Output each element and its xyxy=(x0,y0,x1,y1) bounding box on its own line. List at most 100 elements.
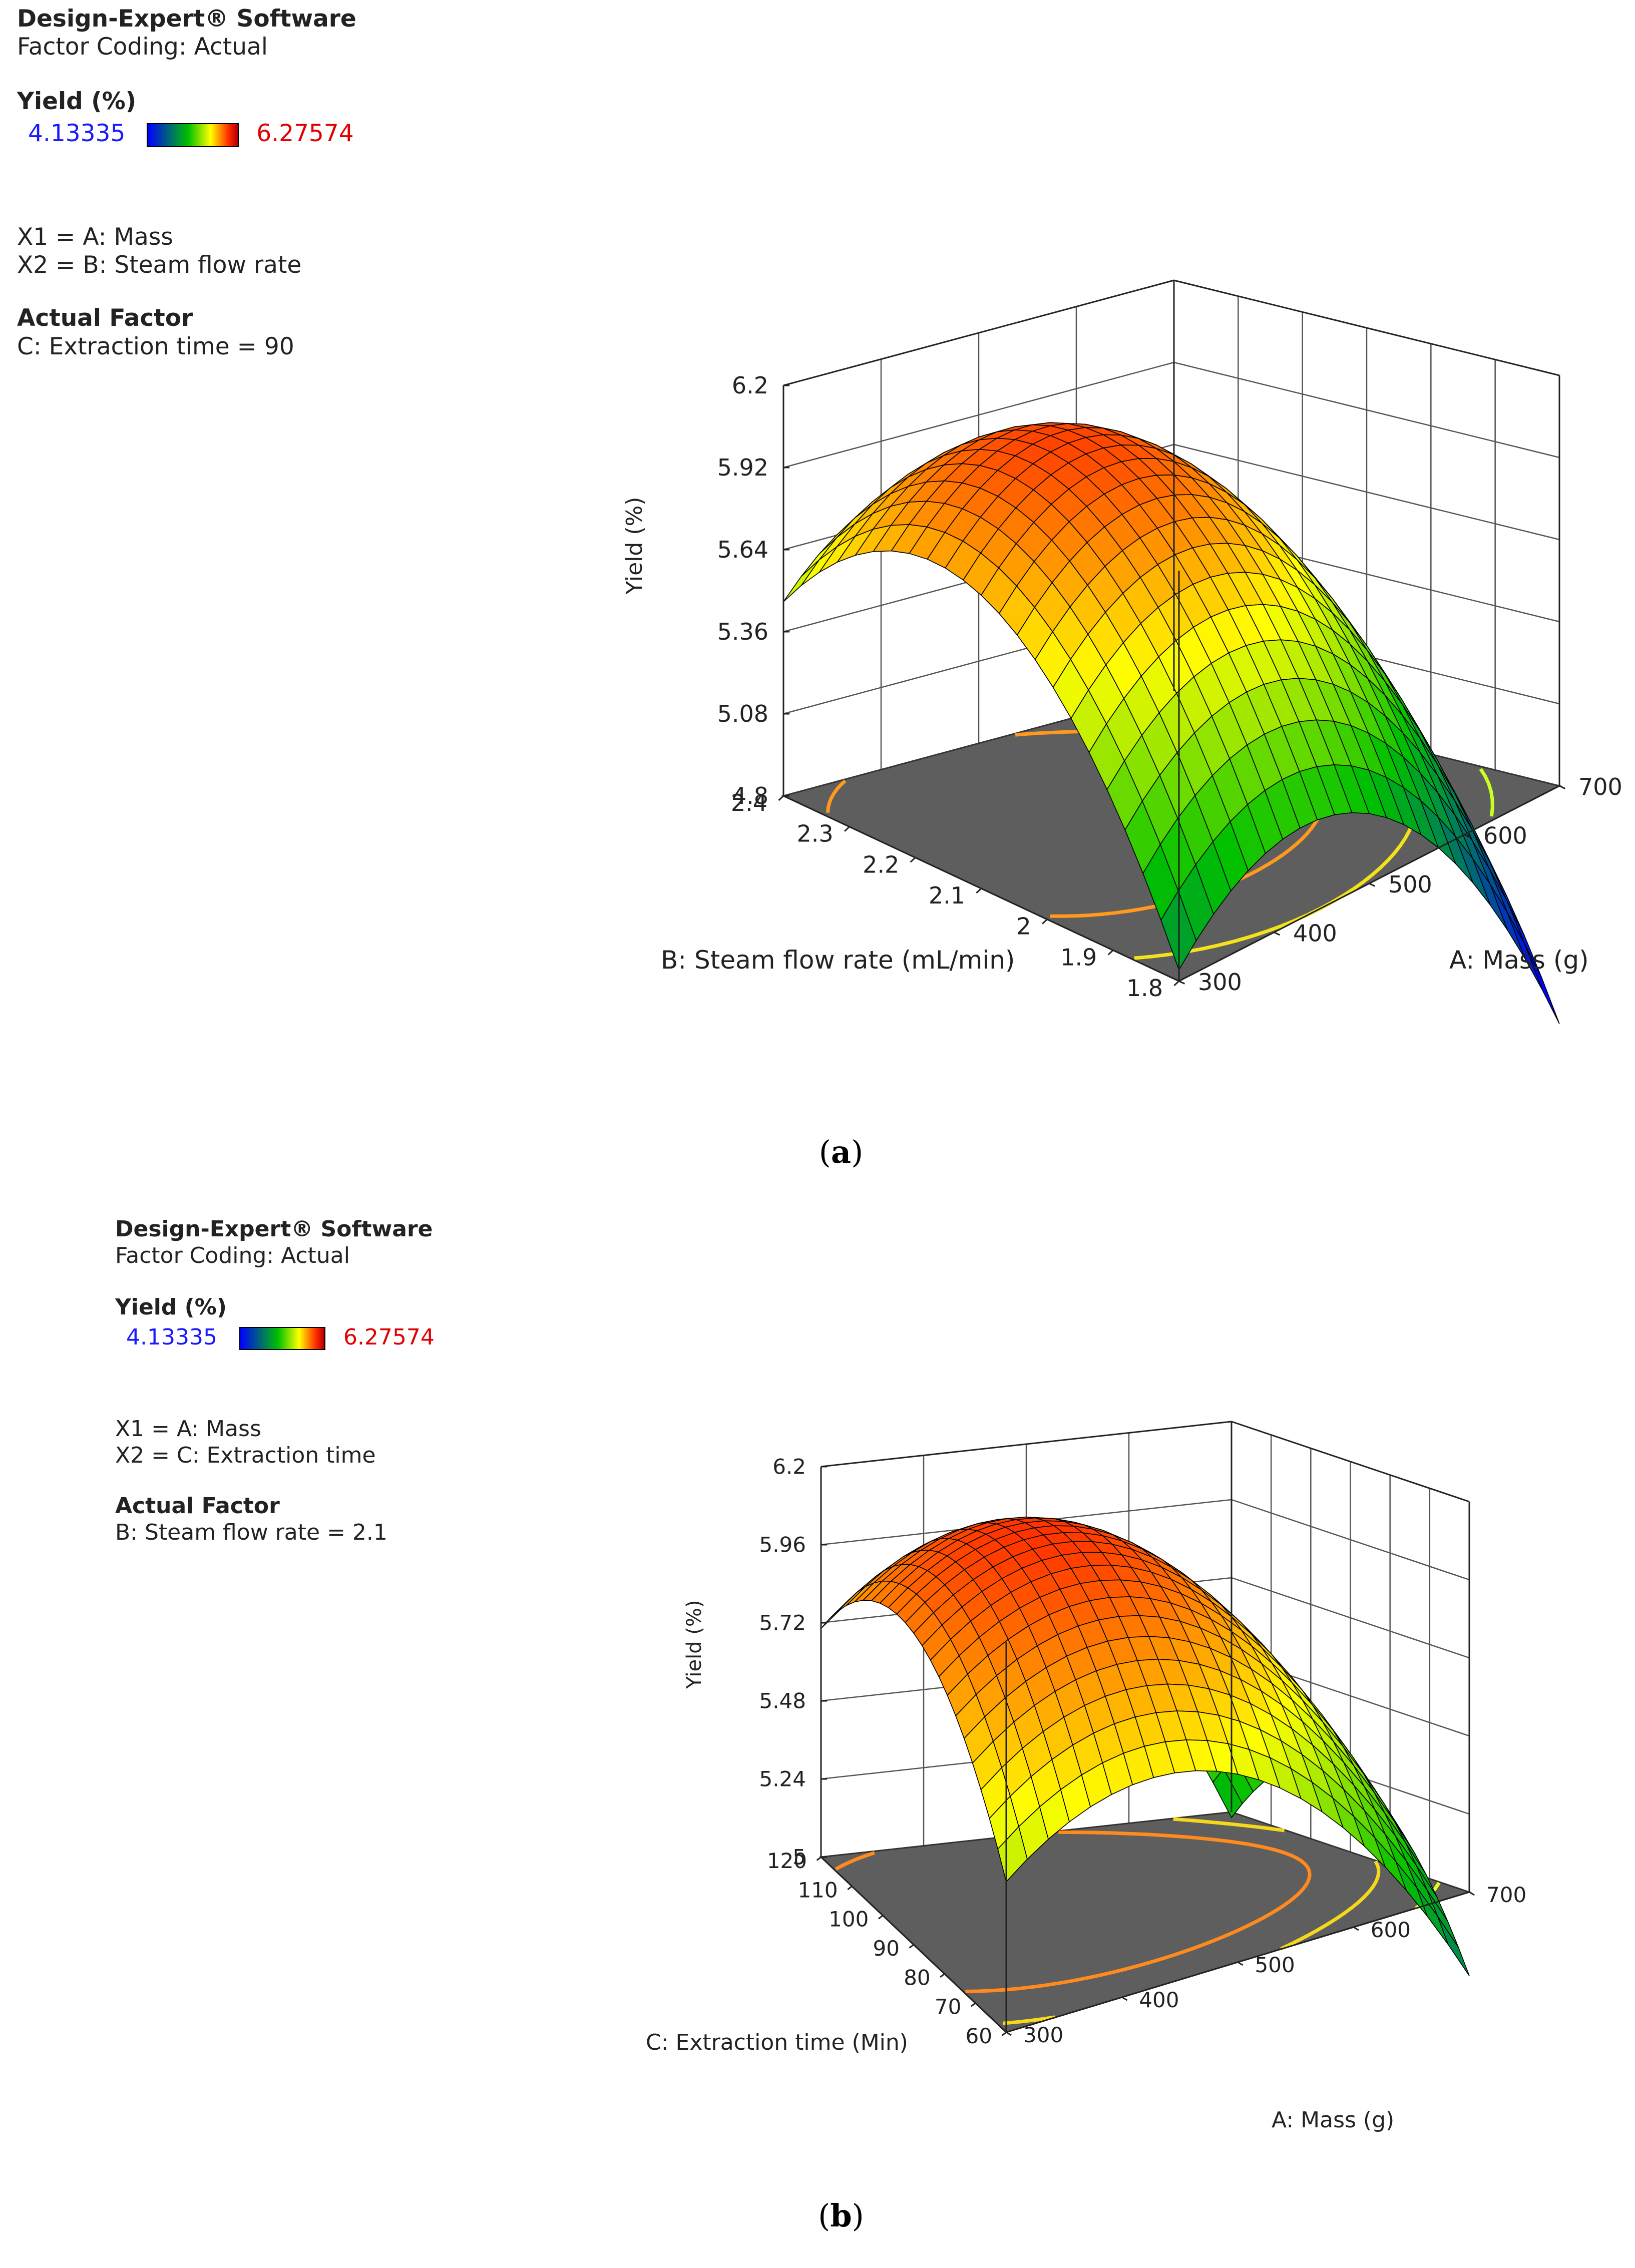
surface-cell xyxy=(997,1826,1028,1883)
x-tick-mark xyxy=(1469,1891,1475,1896)
z-tick-label: 5.48 xyxy=(759,1689,806,1713)
x-tick-mark xyxy=(1353,1926,1359,1931)
z-tick-label: 5.92 xyxy=(717,454,768,481)
z-tick-label: 4.8 xyxy=(732,782,768,809)
colorbar xyxy=(147,123,239,147)
surface-plot-b: 5 5.24 5.48 5.72 5.96 6.2 300 400 500 600 700 60708… xyxy=(646,1421,1526,2133)
actual-factor-value: B: Steam flow rate = 2.1 xyxy=(115,1519,387,1545)
z-tick-label: 5.24 xyxy=(759,1767,806,1791)
contour-line xyxy=(1173,1817,1285,1833)
y-tick-label: 110 xyxy=(797,1878,838,1902)
z-axis-label: Yield (%) xyxy=(683,1600,706,1689)
y-tick-mark xyxy=(844,826,850,832)
y-tick-mark xyxy=(940,1973,945,1978)
y-tick-mark xyxy=(1173,980,1180,987)
colorbar xyxy=(239,1327,325,1350)
surface-cell xyxy=(783,560,820,602)
y-tick-mark xyxy=(976,887,982,894)
y-axis-label: B: Steam flow rate (mL/min) xyxy=(661,946,1015,975)
x-tick-mark xyxy=(1006,2031,1012,2036)
x-axis-label: A: Mass (g) xyxy=(1272,2107,1394,2133)
y-tick-mark xyxy=(909,1944,914,1949)
response-label: Yield (%) xyxy=(115,1294,227,1320)
factor-coding-label: Factor Coding: Actual xyxy=(17,33,268,61)
box-edge xyxy=(1173,279,1560,376)
z-tick-label: 5 xyxy=(792,1845,806,1870)
y-tick-label: 70 xyxy=(935,1995,961,2019)
x-tick-label: 500 xyxy=(1388,871,1432,898)
software-label: Design-Expert® Software xyxy=(115,1216,433,1242)
y-tick-mark xyxy=(1107,950,1114,956)
response-surface xyxy=(821,1516,1470,1976)
range-min: 4.13335 xyxy=(28,120,126,148)
z-tick-label: 5.72 xyxy=(759,1611,806,1635)
x-tick-label: 400 xyxy=(1293,920,1337,947)
z-tick-label: 5.08 xyxy=(717,700,768,727)
x-tick-mark xyxy=(1274,932,1281,936)
surface-cell xyxy=(801,546,838,586)
y-tick-label: 2.4 xyxy=(731,789,767,816)
range-min: 4.13335 xyxy=(126,1324,217,1350)
y-tick-mark xyxy=(1042,919,1048,925)
caption-letter: b xyxy=(830,2197,852,2234)
actual-factor-title: Actual Factor xyxy=(115,1493,280,1519)
caption-letter: a xyxy=(831,1134,852,1170)
axis-ticks: 4.8 5.08 5.36 5.64 5.92 6.2 300 400 500 600 700 1.8… xyxy=(717,372,1622,1002)
surface-plot-a: 4.8 5.08 5.36 5.64 5.92 6.2 300 400 500 600 700 1.8… xyxy=(622,279,1622,1024)
y-tick-label: 2.2 xyxy=(863,851,899,878)
y-tick-mark xyxy=(816,1856,822,1861)
y-tick-label: 80 xyxy=(904,1965,930,1990)
legend-b: Design-Expert® Software Factor Coding: A… xyxy=(115,1216,435,1546)
x-tick-mark xyxy=(1464,834,1471,838)
y-tick-label: 1.8 xyxy=(1126,975,1163,1002)
x1-label: X1 = A: Mass xyxy=(17,223,173,251)
color-range: 4.13335 6.27574 xyxy=(17,120,356,148)
y-tick-label: 2 xyxy=(1016,913,1031,940)
software-label: Design-Expert® Software xyxy=(17,5,356,33)
wall-gridline xyxy=(783,361,1560,469)
x-tick-mark xyxy=(1369,882,1376,887)
z-tick-label: 5.64 xyxy=(717,536,768,563)
box-edge xyxy=(1231,1421,1470,1503)
x1-label: X1 = A: Mass xyxy=(115,1416,261,1442)
surface-cell xyxy=(1437,1916,1470,1976)
actual-factor-title: Actual Factor xyxy=(17,304,193,332)
contour-line xyxy=(1280,1860,1381,1951)
y-tick-mark xyxy=(778,795,784,801)
contour-line xyxy=(835,1851,876,1871)
y-tick-label: 2.1 xyxy=(929,882,965,909)
x-tick-mark xyxy=(1178,980,1185,985)
figure-panel-a: Design-Expert® Software Factor Coding: A… xyxy=(17,5,1622,1170)
y-tick-label: 1.9 xyxy=(1060,944,1097,971)
y-tick-label: 60 xyxy=(966,2024,992,2048)
x-tick-mark xyxy=(1121,1996,1128,2001)
legend-a: Design-Expert® Software Factor Coding: A… xyxy=(17,5,356,361)
z-axis-label: Yield (%) xyxy=(622,497,647,595)
z-tick-label: 5.36 xyxy=(717,618,768,645)
box-edge xyxy=(821,1421,1232,1468)
axis-ticks: 5 5.24 5.48 5.72 5.96 6.2 300 400 500 600 700 60708… xyxy=(759,1455,1526,2048)
caption-a: (a) xyxy=(819,1134,864,1170)
x-tick-mark xyxy=(1237,1961,1244,1966)
x2-label: X2 = C: Extraction time xyxy=(115,1442,376,1468)
contour-line xyxy=(1058,1831,1289,1856)
response-surface xyxy=(783,422,1560,1024)
z-tick-label: 6.2 xyxy=(732,372,768,399)
x-tick-mark xyxy=(1559,785,1566,789)
y-tick-mark xyxy=(878,1915,884,1920)
z-tick-label: 6.2 xyxy=(772,1455,806,1479)
y-tick-label: 2.3 xyxy=(797,820,834,847)
x2-label: X2 = B: Steam flow rate xyxy=(17,251,302,279)
z-tick-label: 5.96 xyxy=(759,1533,806,1557)
x-tick-label: 600 xyxy=(1371,1918,1411,1942)
x-tick-label: 700 xyxy=(1578,773,1622,800)
wall-gridline xyxy=(821,1421,1470,1503)
y-tick-label: 120 xyxy=(767,1849,807,1873)
contour-line xyxy=(1479,768,1494,817)
x-tick-label: 300 xyxy=(1198,969,1242,996)
y-tick-mark xyxy=(910,857,916,863)
figure-panel-b: Design-Expert® Software Factor Coding: A… xyxy=(0,1201,1635,2268)
actual-factor-value: C: Extraction time = 90 xyxy=(17,332,294,360)
floor-contours xyxy=(835,1817,1441,2025)
y-tick-label: 90 xyxy=(873,1936,900,1961)
